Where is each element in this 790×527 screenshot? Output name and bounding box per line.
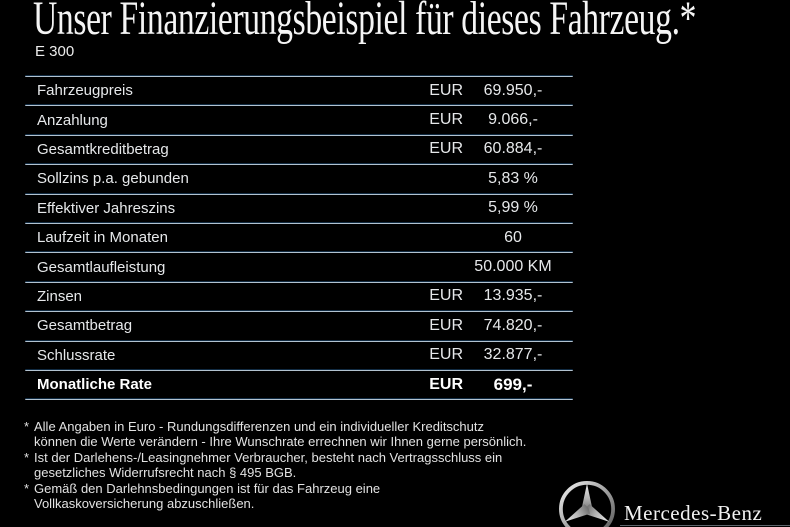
row-value: 74.820,- — [483, 316, 543, 334]
footnote-text: können die Werte verändern - Ihre Wunsch… — [34, 434, 527, 450]
table-row-gesamtbetrag: Gesamtbetrag EUR 74.820,- — [25, 312, 573, 339]
row-label: Monatliche Rate — [37, 376, 153, 394]
row-value: 60 — [504, 228, 522, 246]
row-label: Effektiver Jahreszins — [37, 199, 176, 217]
row-separator — [25, 133, 573, 136]
row-label: Anzahlung — [37, 111, 108, 129]
row-separator — [25, 192, 573, 195]
row-separator — [25, 221, 573, 224]
row-label: Laufzeit in Monaten — [37, 229, 168, 247]
footnote-2: * Ist der Darlehens-/Leasingnehmer Verbr… — [24, 450, 599, 481]
vehicle-model: E 300 — [35, 43, 75, 60]
row-value: 13.935,- — [483, 287, 543, 305]
footnote-text: Gemäß den Darlehnsbedingungen ist für da… — [34, 480, 381, 496]
row-value: 60.884,- — [483, 140, 543, 158]
table-row-effektiver-jahreszins: Effektiver Jahreszins 5,99 % — [25, 195, 573, 222]
row-separator — [25, 280, 573, 283]
row-label: Sollzins p.a. gebunden — [37, 170, 189, 188]
table-row-gesamtlaufleistung: Gesamtlaufleistung 50.000 KM — [25, 253, 573, 280]
brand-underline — [620, 525, 790, 526]
row-separator — [25, 310, 573, 313]
row-separator — [25, 339, 573, 342]
row-value: 32.877,- — [483, 346, 543, 364]
row-separator — [25, 104, 573, 107]
footnote-text: gesetzliches Widerrufsrecht nach § 495 B… — [34, 465, 297, 481]
row-value: 9.066,- — [488, 111, 538, 129]
row-currency: EUR — [429, 81, 463, 99]
row-value: 50.000 KM — [474, 258, 552, 276]
table-row-gesamtkreditbetrag: Gesamtkreditbetrag EUR 60.884,- — [25, 136, 573, 163]
row-label: Fahrzeugpreis — [37, 82, 133, 100]
page-title: Unser Finanzierungsbeispiel für dieses F… — [33, 0, 697, 45]
footnote-text: Vollkaskoversicherung abzuschließen. — [34, 496, 255, 512]
mercedes-star-icon — [559, 481, 615, 527]
table-row-zinsen: Zinsen EUR 13.935,- — [25, 283, 573, 310]
table-row-fahrzeugpreis: Fahrzeugpreis EUR 69.950,- — [25, 77, 573, 104]
brand-wordmark: Mercedes-Benz — [624, 501, 763, 525]
row-label: Zinsen — [37, 287, 83, 305]
row-value: 5,83 % — [488, 169, 538, 187]
row-currency: EUR — [429, 375, 463, 393]
row-label: Gesamtkreditbetrag — [37, 140, 169, 158]
footnote-3: * Gemäß den Darlehnsbedingungen ist für … — [24, 481, 599, 512]
financing-table: Fahrzeugpreis EUR 69.950,- Anzahlung EUR… — [25, 75, 573, 401]
row-value: 699,- — [493, 374, 533, 394]
row-separator — [25, 251, 573, 254]
footnote-marker: * — [24, 449, 30, 465]
footnote-1: * Alle Angaben in Euro - Rundungsdiffere… — [24, 419, 599, 450]
footnote-text: Alle Angaben in Euro - Rundungsdifferenz… — [34, 419, 484, 434]
row-separator — [25, 163, 573, 166]
row-label: Gesamtbetrag — [37, 317, 133, 335]
table-bottom-separator — [25, 398, 573, 401]
table-row-monatliche-rate: Monatliche Rate EUR 699,- — [25, 371, 573, 398]
table-row-anzahlung: Anzahlung EUR 9.066,- — [25, 106, 573, 133]
table-row-sollzins: Sollzins p.a. gebunden 5,83 % — [25, 165, 573, 192]
table-row-schlussrate: Schlussrate EUR 32.877,- — [25, 342, 573, 369]
row-currency: EUR — [429, 140, 463, 158]
row-currency: EUR — [429, 111, 463, 129]
row-value: 69.950,- — [483, 81, 543, 99]
row-currency: EUR — [429, 346, 463, 364]
footnotes: * Alle Angaben in Euro - Rundungsdiffere… — [24, 419, 599, 511]
footnote-marker: * — [24, 480, 30, 496]
row-label: Schlussrate — [37, 346, 116, 364]
table-separator — [25, 75, 573, 77]
table-row-laufzeit: Laufzeit in Monaten 60 — [25, 224, 573, 251]
row-value: 5,99 % — [488, 199, 538, 217]
row-separator — [25, 368, 573, 371]
footnote-marker: * — [24, 419, 30, 434]
row-currency: EUR — [429, 287, 463, 305]
row-label: Gesamtlaufleistung — [37, 258, 166, 276]
footnote-text: Ist der Darlehens-/Leasingnehmer Verbrau… — [34, 449, 503, 465]
row-currency: EUR — [429, 316, 463, 334]
